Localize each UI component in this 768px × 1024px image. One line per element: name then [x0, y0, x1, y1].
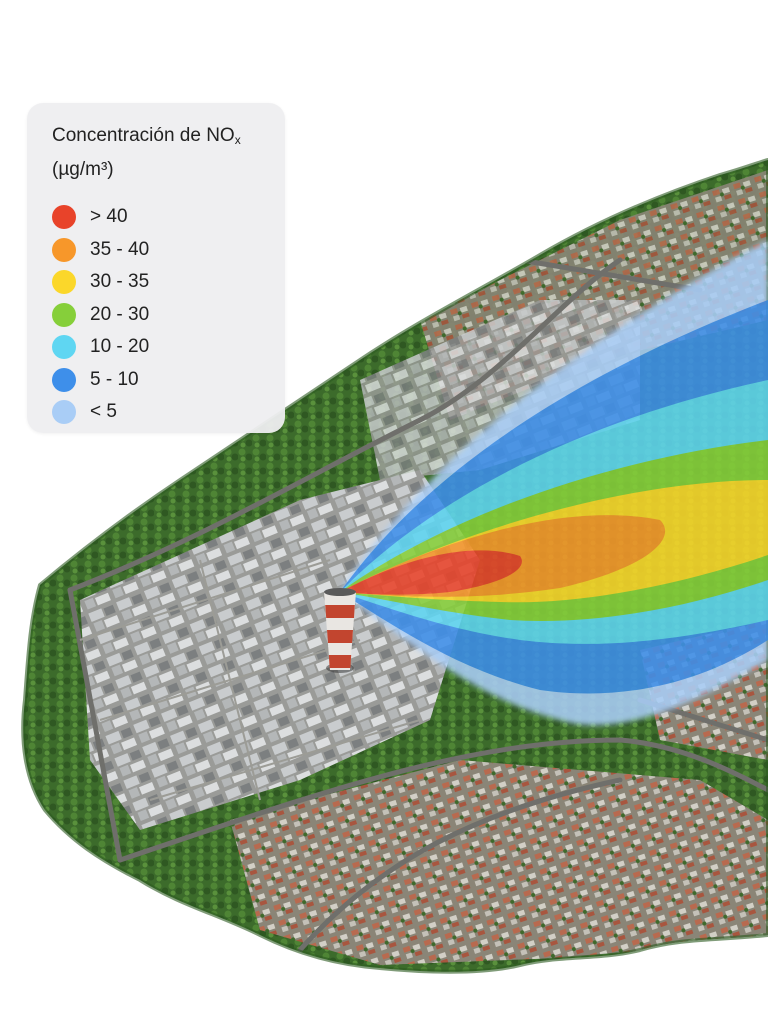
legend-label: 30 - 35: [90, 271, 150, 293]
legend-title: Concentración de NOx (µg/m³): [52, 121, 285, 185]
legend-label: 5 - 10: [90, 368, 139, 390]
legend-title-main: Concentración de NO: [52, 125, 235, 146]
legend-swatch-icon: [52, 367, 76, 392]
legend-label: 35 - 40: [90, 238, 150, 260]
legend-swatch-icon: [52, 400, 76, 425]
legend-item: 10 - 20: [52, 331, 285, 364]
smokestack: [324, 588, 356, 673]
legend-swatch-icon: [52, 237, 76, 262]
legend-title-sub: x: [234, 133, 241, 147]
legend-swatch-icon: [52, 270, 76, 295]
legend-label: 10 - 20: [90, 336, 150, 358]
legend-swatch-icon: [52, 335, 76, 360]
legend-swatch-icon: [52, 302, 76, 327]
legend-label: < 5: [90, 401, 117, 423]
no2-plume: [340, 240, 768, 726]
legend-label: > 40: [90, 206, 128, 228]
legend-item: 20 - 30: [52, 299, 285, 332]
legend: Concentración de NOx (µg/m³) > 40 35 - 4…: [27, 103, 285, 433]
legend-item: 5 - 10: [52, 364, 285, 397]
legend-item: > 40: [52, 201, 285, 234]
legend-item: 30 - 35: [52, 266, 285, 299]
legend-title-units: (µg/m³): [52, 159, 114, 180]
plume-band-gt40: [340, 550, 522, 595]
terrain-edge: [21, 157, 768, 974]
legend-swatch-icon: [52, 205, 76, 230]
legend-item: < 5: [52, 396, 285, 429]
legend-item: 35 - 40: [52, 234, 285, 267]
legend-label: 20 - 30: [90, 303, 150, 325]
